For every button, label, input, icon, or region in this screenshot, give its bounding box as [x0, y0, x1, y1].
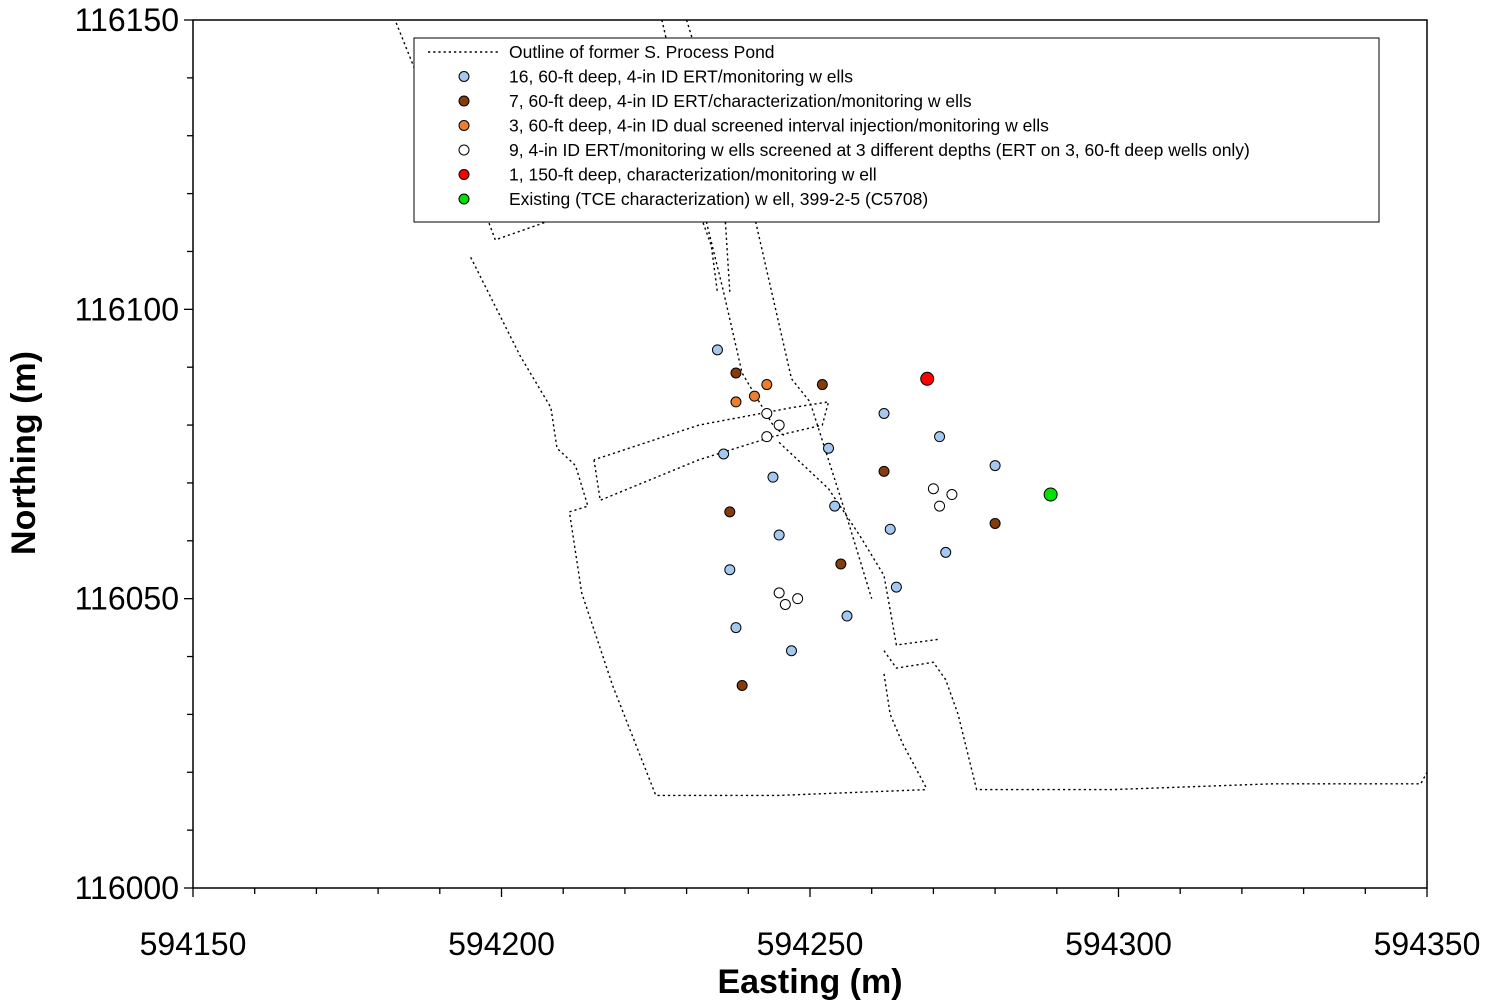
- legend-marker: [458, 169, 470, 180]
- data-point: [878, 465, 890, 477]
- data-point: [1043, 487, 1058, 502]
- legend-marker: [458, 71, 470, 82]
- data-point: [773, 419, 785, 431]
- data-point: [761, 379, 773, 391]
- data-point: [761, 407, 773, 419]
- data-point: [767, 471, 779, 483]
- legend: Outline of former S. Process Pond 16, 60-…: [413, 37, 1380, 223]
- data-point: [890, 581, 902, 593]
- data-point: [711, 344, 723, 356]
- legend-marker: [458, 120, 470, 131]
- data-point: [920, 371, 935, 386]
- y-tick-label: 116000: [75, 870, 179, 906]
- outline-segment: [753, 216, 873, 599]
- legend-label: 9, 4-in ID ERT/monitoring w ells screene…: [509, 140, 1250, 160]
- x-tick-label: 594150: [140, 926, 247, 962]
- x-tick-label: 594300: [1065, 926, 1172, 962]
- data-point: [785, 645, 797, 657]
- data-point: [841, 610, 853, 622]
- data-point: [736, 679, 748, 691]
- data-point: [878, 407, 890, 419]
- data-point: [761, 431, 773, 443]
- data-point: [816, 379, 828, 391]
- axes: 594150 594200 594250 594300 594350 116000 1160…: [75, 2, 1481, 962]
- legend-marker: [458, 144, 470, 156]
- legend-marker: [458, 193, 470, 205]
- y-axis-title: Northing (m): [5, 351, 43, 555]
- legend-label: 3, 60-ft deep, 4-in ID dual screened int…: [509, 116, 1049, 136]
- legend-marker: [458, 95, 470, 107]
- legend-label: 1, 150-ft deep, characterization/monitor…: [509, 165, 877, 185]
- data-points: [711, 344, 1058, 691]
- data-point: [730, 622, 742, 634]
- y-tick-label: 116050: [75, 581, 179, 617]
- data-point: [884, 523, 896, 535]
- legend-box: [413, 37, 1380, 223]
- data-point: [779, 598, 791, 610]
- x-tick-label: 594350: [1374, 926, 1481, 962]
- data-point: [730, 367, 742, 379]
- data-point: [934, 431, 946, 443]
- legend-label: Existing (TCE characterization) w ell, 3…: [509, 189, 928, 209]
- data-point: [773, 587, 785, 599]
- x-axis-title: Easting (m): [717, 963, 902, 1001]
- x-tick-label: 594200: [448, 926, 555, 962]
- legend-label: Outline of former S. Process Pond: [509, 42, 775, 62]
- data-point: [989, 460, 1001, 472]
- data-point: [724, 564, 736, 576]
- data-point: [748, 390, 760, 402]
- outline-segment: [778, 441, 940, 646]
- y-tick-label: 116100: [75, 291, 179, 327]
- legend-label: 16, 60-ft deep, 4-in ID ERT/monitoring w…: [509, 67, 853, 87]
- legend-label: 7, 60-ft deep, 4-in ID ERT/characterizat…: [509, 91, 972, 111]
- x-tick-label: 594250: [757, 926, 864, 962]
- y-tick-label: 116150: [75, 2, 179, 38]
- data-point: [724, 506, 736, 518]
- data-point: [773, 529, 785, 541]
- data-point: [829, 500, 841, 512]
- data-point: [946, 489, 958, 501]
- data-point: [989, 517, 1001, 529]
- data-point: [730, 396, 742, 408]
- data-point: [934, 500, 946, 512]
- data-point: [927, 483, 939, 495]
- data-point: [718, 448, 730, 460]
- outline-segment: [593, 401, 830, 502]
- data-point: [792, 593, 804, 605]
- data-point: [940, 546, 952, 558]
- data-point: [823, 442, 835, 454]
- data-point: [835, 558, 847, 570]
